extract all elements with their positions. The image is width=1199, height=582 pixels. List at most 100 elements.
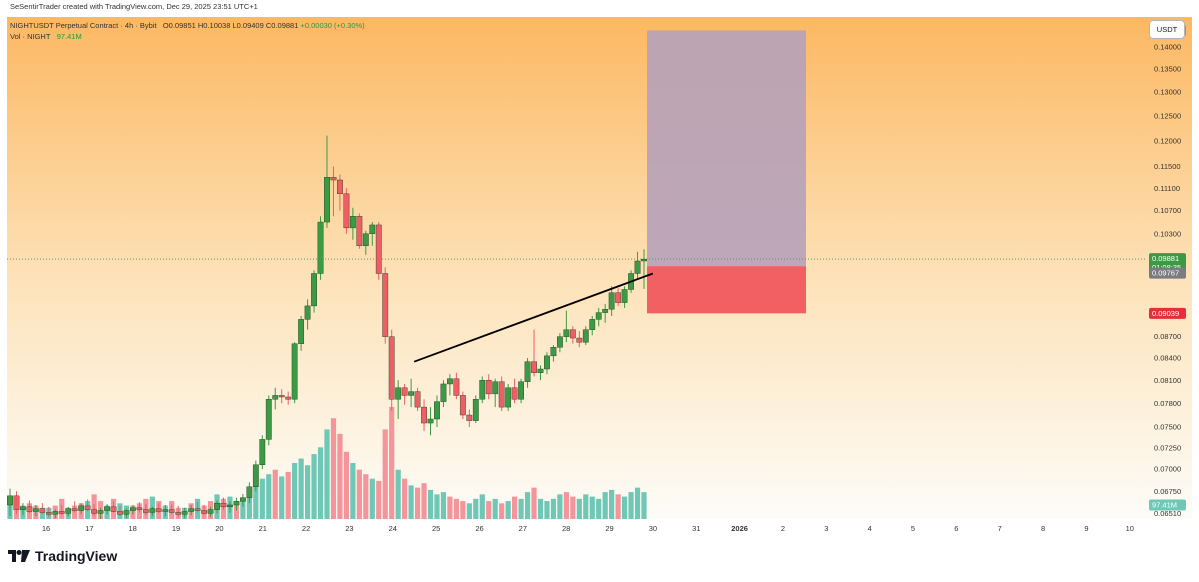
volume-bar (440, 492, 447, 519)
volume-bar (460, 501, 466, 519)
candle-body (13, 495, 20, 510)
candle-body (298, 319, 305, 344)
volume-bar (330, 418, 337, 519)
candle-body (162, 509, 169, 512)
x-tick-label: 20 (215, 524, 223, 533)
volume-bar (343, 451, 350, 519)
symbol-name[interactable]: NIGHTUSDT Perpetual Contract · 4h · Bybi… (10, 21, 157, 30)
x-tick-label: 2 (781, 524, 785, 533)
volume-bar (544, 501, 550, 519)
volume-bar (453, 498, 459, 519)
candle-body (58, 511, 65, 514)
volume-bar (447, 496, 453, 519)
credit-line: SeSentirTrader created with TradingView.… (10, 2, 258, 11)
x-tick-label: 8 (1041, 524, 1045, 533)
stop-price-badge-box (1149, 307, 1186, 319)
candle-body (427, 418, 434, 424)
volume-bar (356, 469, 362, 519)
y-tick-label: 0.10700 (1154, 206, 1181, 215)
y-tick-label: 0.08400 (1154, 354, 1181, 363)
volume-badge-text: 97.41M (1152, 501, 1177, 510)
candle-body (233, 501, 240, 506)
volume-bar (285, 471, 291, 519)
candle-body (453, 378, 460, 396)
candle-body (39, 508, 46, 513)
candle-body (65, 508, 72, 514)
volume-bar (421, 483, 427, 519)
candle-body (45, 512, 52, 515)
candle-body (214, 502, 220, 510)
volume-bar (311, 454, 317, 519)
volume-bar (576, 498, 582, 519)
volume-bar (363, 474, 369, 519)
x-tick-label: 22 (302, 524, 310, 533)
candle-body (356, 216, 363, 246)
candle-body (285, 396, 292, 400)
brand-name: TradingView (35, 548, 118, 564)
last-price-badge-text: 01:08:35 (1152, 263, 1181, 272)
candle-body (181, 511, 188, 515)
volume-bar (499, 503, 505, 519)
volume-bar (395, 469, 401, 519)
candle-body (369, 224, 376, 234)
candle-body (434, 401, 440, 420)
y-tick-label: 0.08700 (1154, 332, 1181, 341)
candle-body (142, 509, 149, 513)
candle-body (188, 508, 195, 512)
candle-body (375, 224, 382, 274)
candle-body (26, 506, 33, 512)
y-tick-label: 0.12500 (1154, 111, 1181, 120)
x-tick-label: 25 (432, 524, 440, 533)
tradingview-logo[interactable]: TradingView (8, 548, 117, 564)
currency-button[interactable]: USDT (1149, 20, 1185, 39)
volume-bar (557, 494, 563, 519)
symbol-line: NIGHTUSDT Perpetual Contract · 4h · Bybi… (10, 21, 365, 30)
candle-body (252, 464, 259, 487)
y-tick-label: 0.07800 (1154, 399, 1181, 408)
candle-body (175, 512, 182, 515)
volume-bar (304, 465, 311, 519)
y-tick-label: 0.07500 (1154, 423, 1181, 432)
volume-bar (279, 476, 285, 519)
candle-body (149, 508, 156, 513)
y-tick-label: 0.11500 (1154, 162, 1181, 171)
price-change: +0.00030 (+0.30%) (300, 21, 365, 30)
candle-body (550, 347, 557, 357)
y-tick-label: 0.11100 (1154, 184, 1180, 193)
volume-badge-box (1149, 499, 1186, 511)
y-tick-label: 0.10300 (1154, 229, 1181, 238)
candle-body (472, 399, 479, 421)
candle-body (246, 486, 253, 498)
candle-body (52, 511, 59, 515)
candle-body (602, 309, 609, 313)
entry-price-badge: 0.09767 (1149, 267, 1186, 279)
candle-body (556, 336, 563, 348)
candle-body (518, 381, 524, 400)
stop-zone (647, 266, 806, 314)
volume-bar (246, 492, 252, 519)
candle-body (317, 221, 324, 274)
plot-background (7, 17, 1146, 519)
candle-body (207, 509, 214, 514)
candle-body (78, 505, 85, 511)
y-tick-label: 0.13000 (1154, 87, 1181, 96)
volume-bar (628, 492, 634, 519)
candle-body (104, 506, 110, 511)
volume-legend[interactable]: Vol · NIGHT 97.41M (10, 32, 82, 41)
candle-body (343, 193, 350, 229)
candle-body (337, 179, 343, 194)
y-tick-label: 0.12000 (1154, 136, 1181, 145)
volume-bar (473, 498, 479, 519)
candle-body (259, 439, 266, 465)
candle-body (324, 177, 330, 223)
time-axis-background (7, 519, 1192, 537)
volume-bar (414, 487, 421, 519)
y-tick-label: 0.14000 (1154, 42, 1181, 51)
volume-bar (292, 463, 298, 519)
candle-body (220, 502, 227, 508)
x-tick-label: 10 (1126, 524, 1134, 533)
x-tick-label: 9 (1084, 524, 1088, 533)
volume-bar (615, 494, 621, 519)
volume-bar (589, 496, 595, 519)
candle-body (239, 497, 246, 502)
